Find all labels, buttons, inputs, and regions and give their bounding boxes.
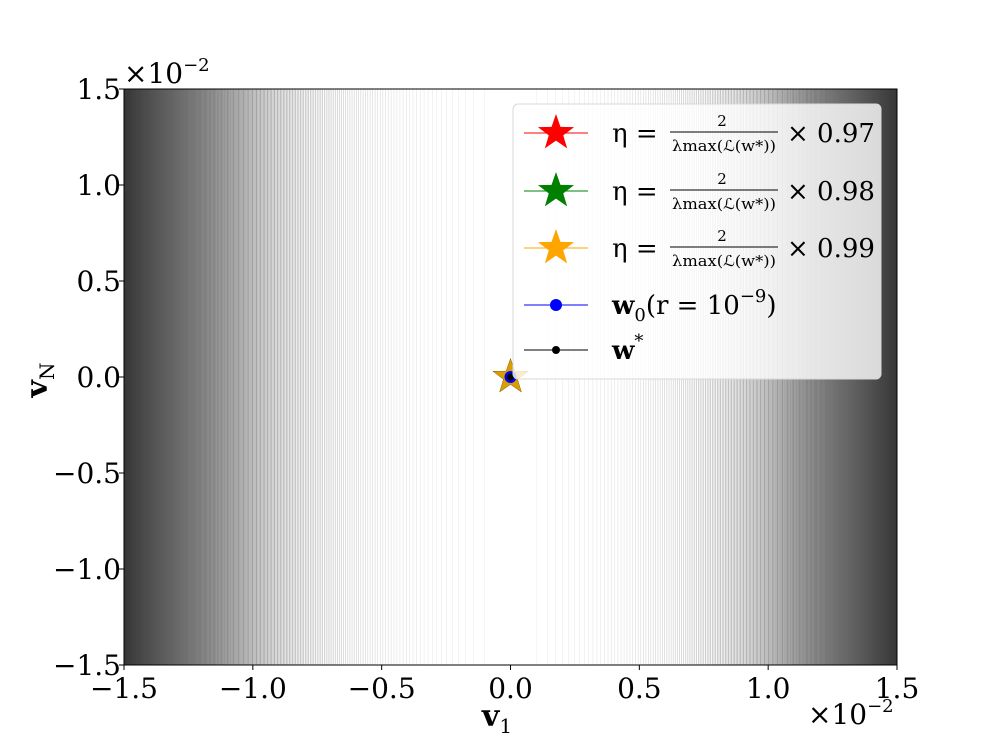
x-tick-label: 0.0 [488, 672, 533, 705]
y-tick-label: −1.0 [53, 553, 121, 586]
legend-label-frac-den: λmax(ℒ(w*)) [672, 195, 776, 213]
x-tick-label: 1.5 [875, 672, 920, 705]
x-axis-label: v1 [481, 699, 512, 738]
y-tick-label: 1.5 [76, 73, 121, 106]
legend-entry-wstar: w* [524, 331, 643, 366]
legend-label-eta: η = [612, 119, 658, 149]
y-tick-label: 1.0 [76, 169, 121, 202]
legend-box [512, 103, 882, 380]
legend-entry-w0: w0(r = 10−9) [524, 286, 777, 326]
legend-label-frac-num: 2 [717, 170, 727, 188]
y-tick-label: 0.0 [76, 361, 121, 394]
x-tick-label: −1.0 [219, 672, 287, 705]
y-axis-label: vN [20, 363, 59, 399]
y-tick-label: −0.5 [53, 457, 121, 490]
x-tick-label: 0.5 [617, 672, 662, 705]
star-icon [537, 172, 575, 207]
legend-label-w0: w0(r = 10−9) [611, 286, 777, 326]
legend-label-eta: η = [612, 234, 658, 264]
legend-label-frac-num: 2 [717, 227, 727, 245]
legend-label-frac-den: λmax(ℒ(w*)) [672, 137, 776, 155]
legend: η = 2 λmax(ℒ(w*)) × 0.97 η = 2 λmax(ℒ(w*… [512, 103, 882, 380]
y-ticks: −1.5 −1.0 −0.5 0.0 0.5 1.0 1.5 [53, 73, 124, 682]
x-tick-label: −0.5 [348, 672, 416, 705]
x-tick-label: 1.0 [746, 672, 791, 705]
y-multiplier: ×10−2 [124, 55, 210, 90]
legend-label-factor: × 0.98 [787, 177, 875, 207]
dot-icon [550, 299, 562, 311]
x-multiplier: ×10−2 [808, 696, 894, 731]
y-tick-label: 0.5 [76, 265, 121, 298]
legend-label-wstar: w* [611, 331, 643, 366]
legend-entry-eta-099: η = 2 λmax(ℒ(w*)) × 0.99 [524, 227, 875, 270]
y-tick-label: −1.5 [53, 649, 121, 682]
data-point-dot [507, 373, 514, 381]
dot-icon [552, 346, 560, 354]
legend-label-eta: η = [612, 177, 658, 207]
star-icon [537, 229, 575, 264]
star-icon [537, 114, 575, 149]
legend-label-frac-den: λmax(ℒ(w*)) [672, 252, 776, 270]
legend-entry-eta-098: η = 2 λmax(ℒ(w*)) × 0.98 [524, 170, 875, 213]
legend-label-frac-num: 2 [717, 112, 727, 130]
legend-label-factor: × 0.99 [787, 234, 875, 264]
legend-label-factor: × 0.97 [787, 119, 875, 149]
x-tick-label: −1.5 [90, 672, 158, 705]
x-ticks: −1.5 −1.0 −0.5 0.0 0.5 1.0 1.5 [90, 665, 919, 705]
legend-entry-eta-097: η = 2 λmax(ℒ(w*)) × 0.97 [524, 112, 875, 155]
